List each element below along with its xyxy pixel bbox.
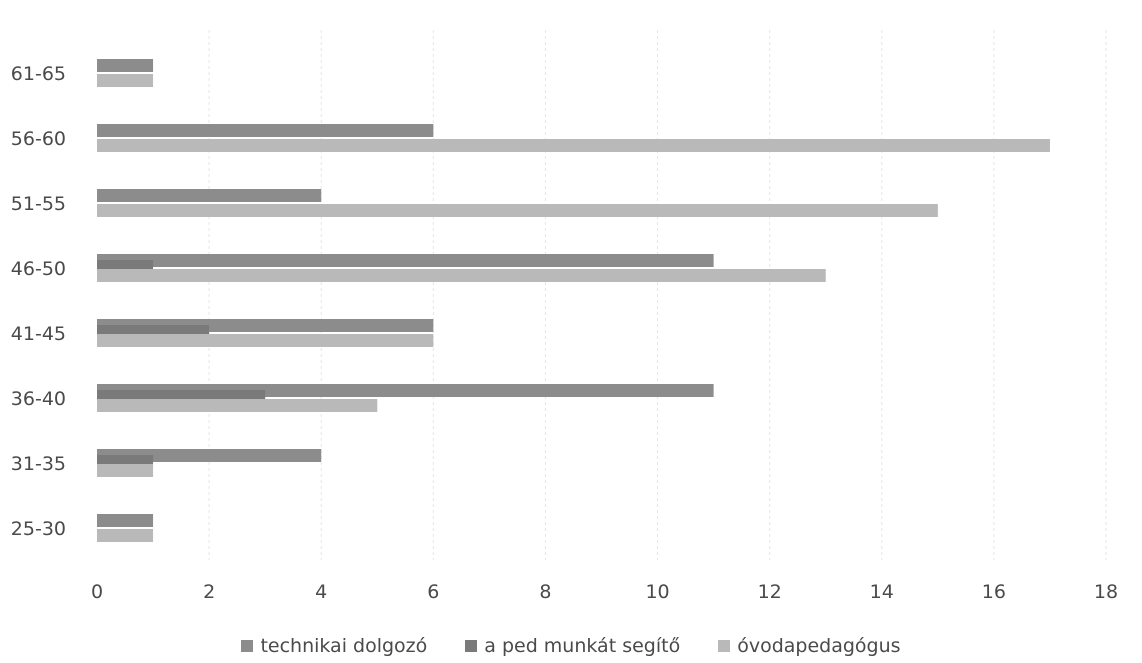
bar-ovodapedagogus-56-60	[97, 139, 1050, 152]
x-tick-label-12: 12	[758, 581, 782, 603]
x-tick-label-4: 4	[315, 581, 327, 603]
bar-technikai-56-60	[97, 124, 434, 137]
bar-technikai-61-65	[97, 59, 154, 72]
x-tick-label-16: 16	[982, 581, 1006, 603]
bar-ovodapedagogus-36-40	[97, 399, 378, 412]
chart-legend: technikai dolgozó a ped munkát segítő óv…	[0, 632, 1142, 660]
legend-swatch-ovodapedagogus	[718, 640, 731, 652]
x-tick-label-8: 8	[539, 581, 551, 603]
x-tick-label-6: 6	[427, 581, 439, 603]
y-tick-label-25-30: 25-30	[11, 518, 66, 540]
legend-swatch-ped-segito	[465, 640, 478, 652]
y-tick-label-31-35: 31-35	[11, 453, 66, 475]
bar-technikai-46-50	[97, 254, 714, 267]
y-tick-label-46-50: 46-50	[11, 258, 66, 280]
bar-ovodapedagogus-25-30	[97, 529, 154, 542]
legend-swatch-technikai	[241, 640, 254, 652]
legend-label-ped-segito: a ped munkát segítő	[484, 635, 681, 657]
legend-item-ovodapedagogus: óvodapedagógus	[718, 635, 901, 657]
x-tick-label-0: 0	[91, 581, 103, 603]
legend-item-technikai: technikai dolgozó	[241, 635, 427, 657]
bar-ovodapedagogus-51-55	[97, 204, 938, 217]
bar-technikai-25-30	[97, 514, 154, 527]
bar-ovodapedagogus-31-35	[97, 464, 154, 477]
x-tick-label-10: 10	[645, 581, 669, 603]
y-tick-label-41-45: 41-45	[11, 323, 66, 345]
chart-plot: 0 2 4 6 8 10 12 14 16 18 25-30 31-35 36-40 41-45 46-50…	[11, 30, 1118, 603]
legend-label-technikai: technikai dolgozó	[260, 635, 428, 657]
y-tick-label-61-65: 61-65	[11, 63, 66, 85]
bar-ovodapedagogus-41-45	[97, 334, 434, 347]
y-tick-label-51-55: 51-55	[11, 193, 66, 215]
bar-ovodapedagogus-46-50	[97, 269, 826, 282]
bar-technikai-51-55	[97, 189, 322, 202]
x-tick-label-18: 18	[1094, 581, 1118, 603]
y-tick-label-56-60: 56-60	[11, 128, 66, 150]
y-tick-label-36-40: 36-40	[11, 388, 66, 410]
legend-item-ped-segito: a ped munkát segítő	[465, 635, 680, 657]
x-tick-label-14: 14	[870, 581, 894, 603]
bar-ovodapedagogus-61-65	[97, 74, 154, 87]
legend-label-ovodapedagogus: óvodapedagógus	[737, 635, 901, 657]
x-tick-label-2: 2	[203, 581, 215, 603]
